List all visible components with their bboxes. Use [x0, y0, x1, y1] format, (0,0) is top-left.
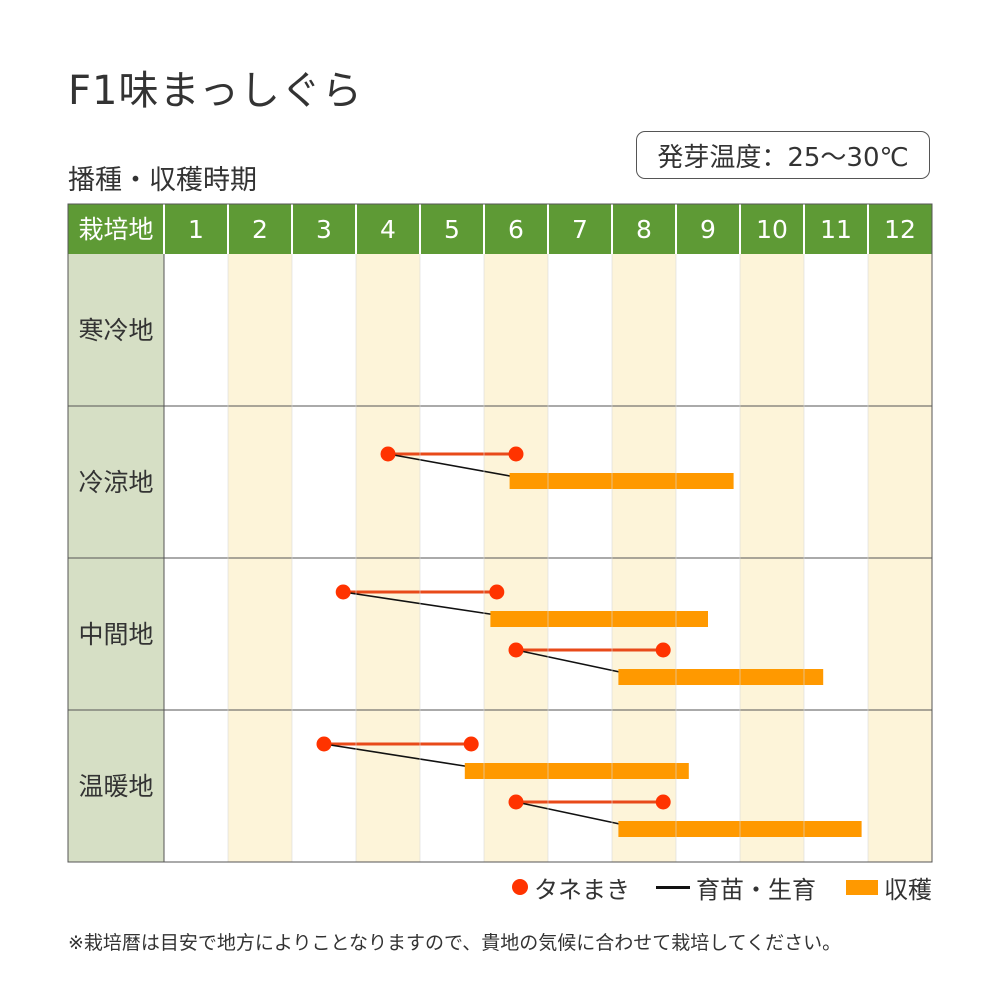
- raising-line: [323, 743, 471, 768]
- legend-item-sowing: タネまき: [512, 870, 630, 904]
- sowing-start-dot: [335, 584, 351, 600]
- chart-legend: タネまき 育苗・生育 収穫: [500, 870, 932, 904]
- month-label-2: 2: [252, 215, 268, 244]
- sowing-end-dot: [463, 736, 479, 752]
- schedule-冷涼地-1: [380, 446, 734, 489]
- month-label-10: 10: [756, 215, 788, 244]
- legend-sowing-label: タネまき: [534, 875, 630, 904]
- schedule-温暖地-1: [316, 736, 689, 779]
- legend-harvest-label: 収穫: [884, 875, 932, 904]
- region-label-1: 寒冷地: [78, 316, 153, 345]
- sowing-end-dot: [655, 642, 671, 658]
- schedule-中間地-2: [508, 642, 824, 685]
- germination-temperature-badge: 発芽温度：25〜30℃: [636, 131, 930, 179]
- sowing-start-dot: [380, 446, 396, 462]
- sowing-start-dot: [508, 794, 524, 810]
- legend-raising-label: 育苗・生育: [696, 875, 816, 904]
- month-label-7: 7: [572, 215, 588, 244]
- chart-subtitle: 播種・収穫時期: [68, 165, 257, 196]
- schedule-中間地-1: [335, 584, 708, 627]
- header-bar: [68, 204, 932, 254]
- schedule-温暖地-2: [508, 794, 862, 837]
- month-label-1: 1: [188, 215, 204, 244]
- legend-sowing-dot-icon: [512, 879, 528, 895]
- raising-line: [387, 453, 516, 478]
- header-label: 栽培地: [78, 215, 153, 244]
- sowing-end-dot: [655, 794, 671, 810]
- month-label-8: 8: [636, 215, 652, 244]
- month-label-11: 11: [820, 215, 852, 244]
- region-label-4: 温暖地: [78, 772, 153, 801]
- germination-temperature-text: 発芽温度：25〜30℃: [657, 142, 909, 173]
- raising-line: [515, 801, 625, 826]
- sowing-end-dot: [489, 584, 505, 600]
- harvest-bar: [490, 611, 708, 627]
- month-label-4: 4: [380, 215, 396, 244]
- legend-harvest-bar-icon: [846, 879, 878, 895]
- month-label-9: 9: [700, 215, 716, 244]
- legend-item-harvest: 収穫: [846, 870, 932, 904]
- harvest-bar: [618, 669, 824, 685]
- sowing-start-dot: [316, 736, 332, 752]
- sowing-end-dot: [508, 446, 524, 462]
- sowing-start-dot: [508, 642, 524, 658]
- month-label-6: 6: [508, 215, 524, 244]
- month-label-5: 5: [444, 215, 460, 244]
- raising-line: [515, 649, 625, 674]
- harvest-bar: [509, 473, 734, 489]
- page-title: F1味まっしぐら: [68, 68, 363, 114]
- chart-border: [67, 203, 933, 863]
- legend-raising-line-icon: [656, 885, 690, 889]
- month-label-12: 12: [884, 215, 916, 244]
- region-label-3: 中間地: [78, 620, 153, 649]
- month-label-3: 3: [316, 215, 332, 244]
- legend-item-raising: 育苗・生育: [656, 870, 816, 904]
- region-label-2: 冷涼地: [78, 468, 153, 497]
- footnote: ※栽培暦は目安で地方によりことなりますので、貴地の気候に合わせて栽培してください…: [68, 932, 842, 954]
- harvest-bar: [464, 763, 689, 779]
